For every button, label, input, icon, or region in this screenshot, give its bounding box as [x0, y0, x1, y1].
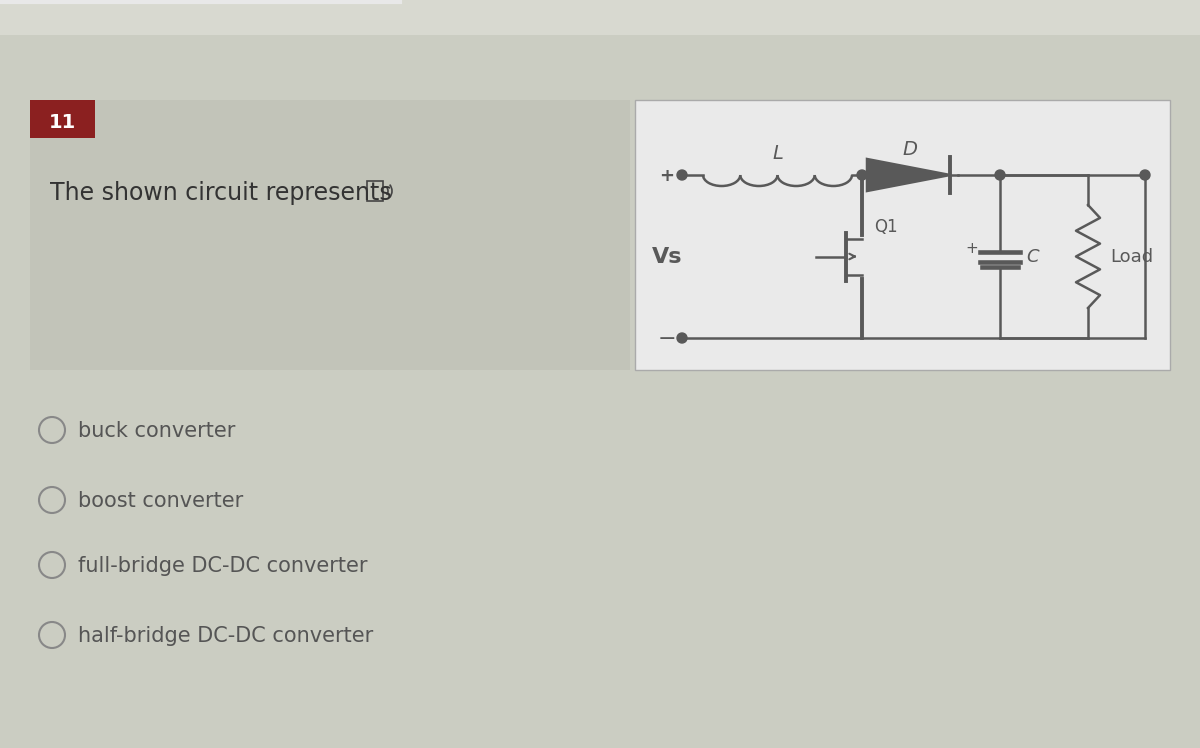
Text: +: +: [660, 167, 674, 185]
Circle shape: [995, 170, 1006, 180]
Text: L: L: [772, 144, 782, 162]
FancyBboxPatch shape: [0, 0, 1200, 35]
Text: 11: 11: [48, 112, 76, 132]
Circle shape: [857, 170, 866, 180]
Circle shape: [677, 333, 686, 343]
FancyBboxPatch shape: [30, 100, 95, 138]
Polygon shape: [866, 159, 950, 191]
FancyBboxPatch shape: [30, 100, 630, 370]
Text: Load: Load: [1110, 248, 1153, 266]
Circle shape: [677, 170, 686, 180]
Text: +: +: [966, 241, 978, 256]
Text: The shown circuit represents: The shown circuit represents: [50, 181, 391, 205]
Text: D: D: [902, 139, 918, 159]
Text: buck converter: buck converter: [78, 421, 235, 441]
Text: −: −: [658, 329, 677, 349]
FancyBboxPatch shape: [635, 100, 1170, 370]
Text: boost converter: boost converter: [78, 491, 244, 511]
Text: Q1: Q1: [874, 218, 898, 236]
Text: half-bridge DC-DC converter: half-bridge DC-DC converter: [78, 626, 373, 646]
Text: full-bridge DC-DC converter: full-bridge DC-DC converter: [78, 556, 367, 576]
Text: C: C: [1026, 248, 1039, 266]
Circle shape: [1140, 170, 1150, 180]
Text: Vs: Vs: [652, 247, 683, 266]
